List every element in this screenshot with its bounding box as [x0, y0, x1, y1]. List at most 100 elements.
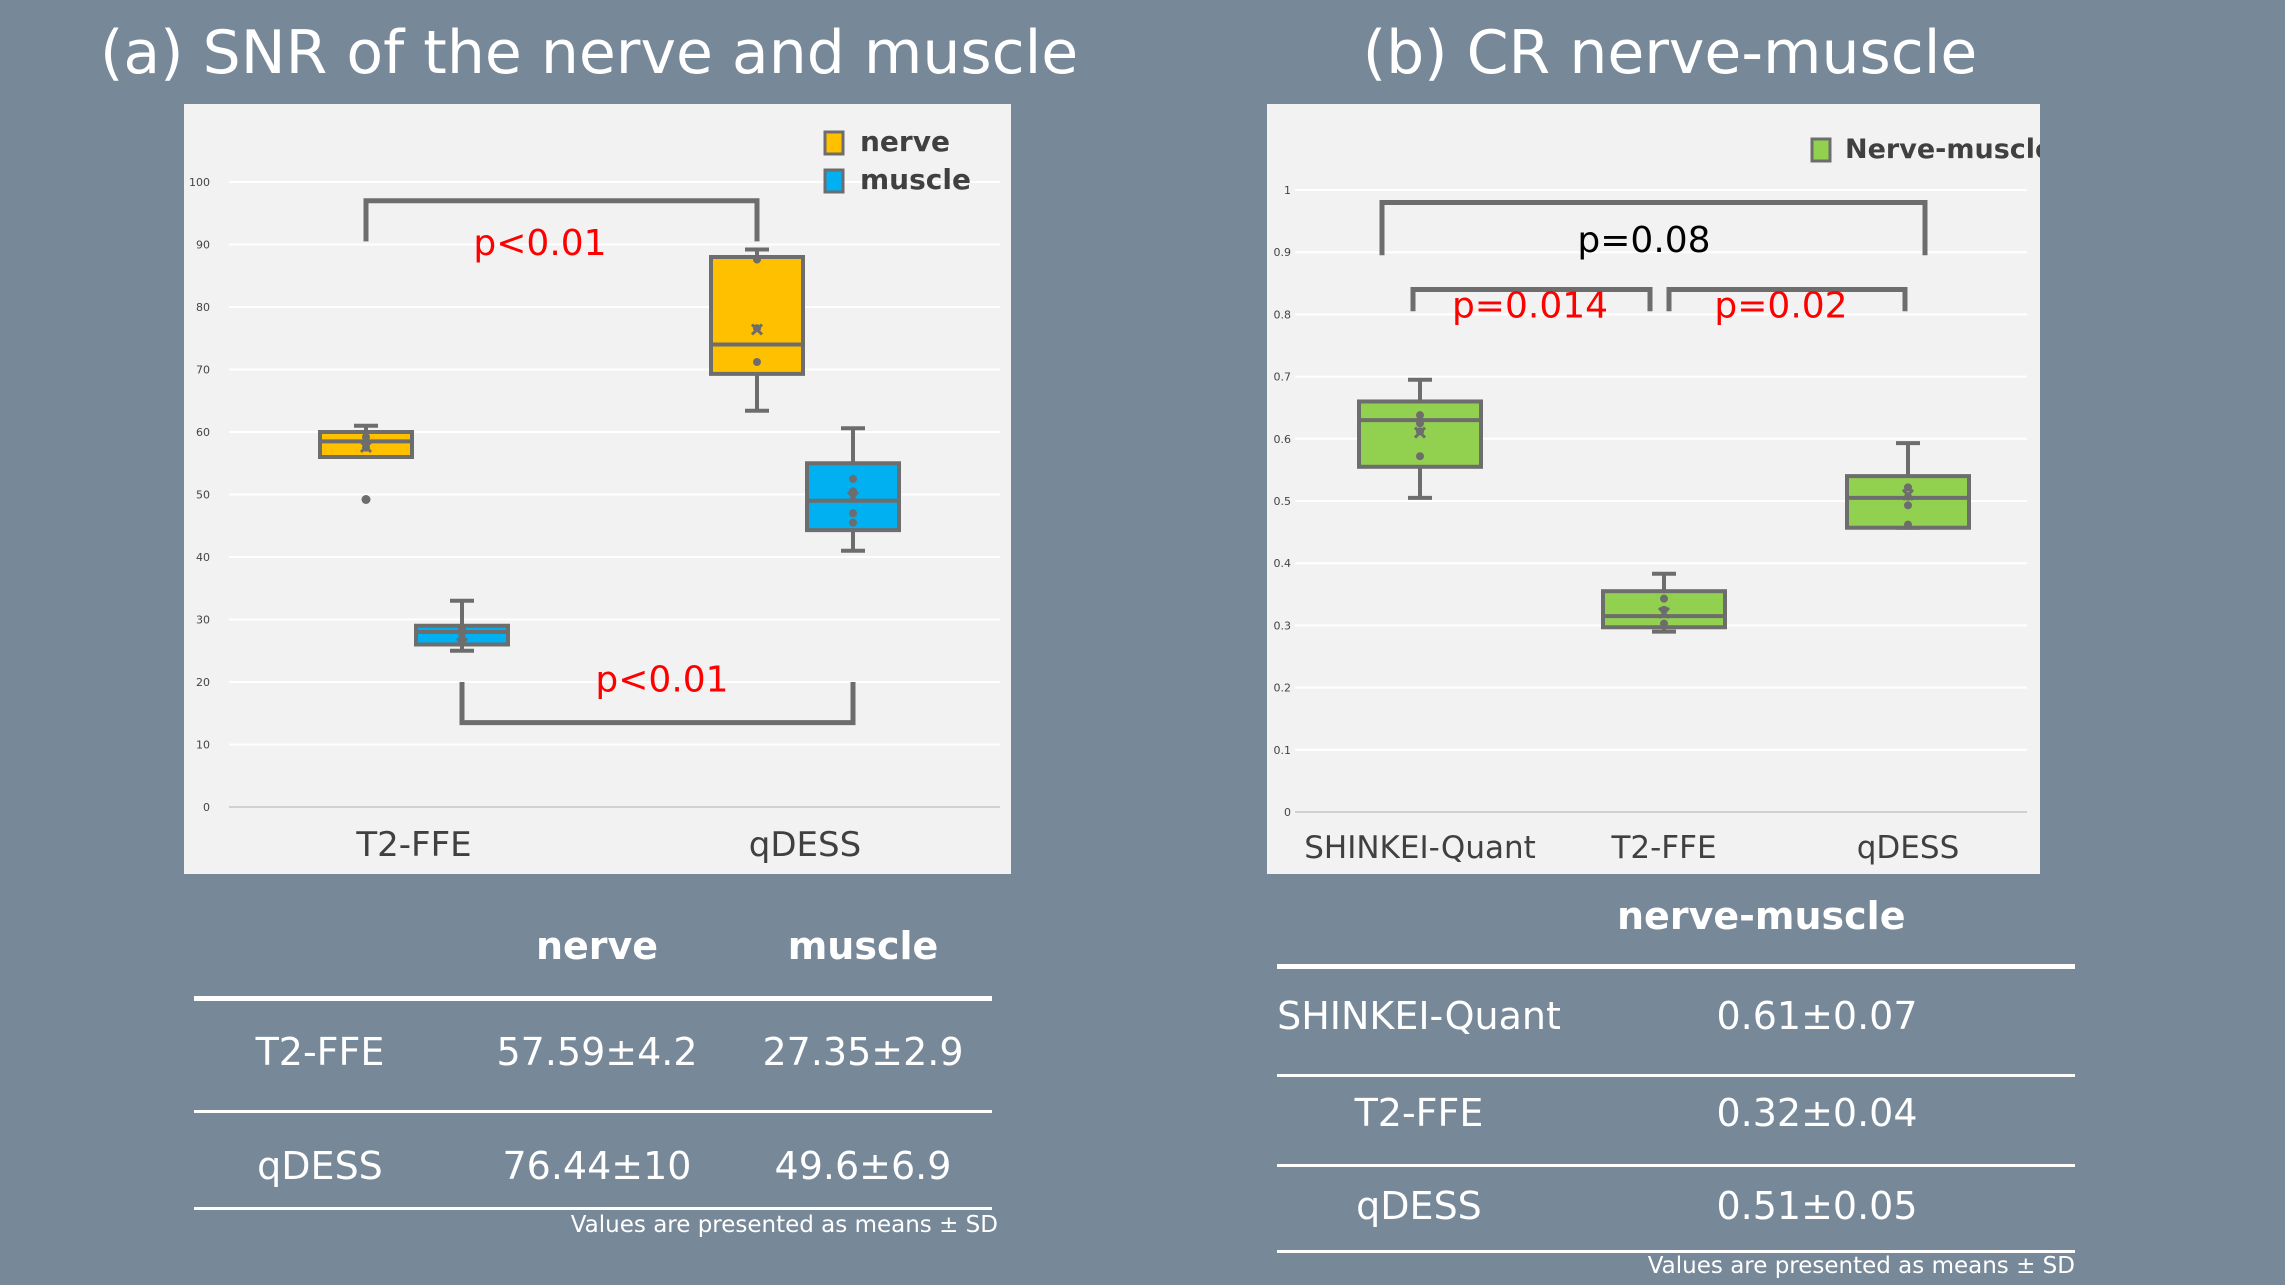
data-point: [1416, 419, 1424, 428]
mean-marker: [359, 440, 373, 454]
data-point: [753, 255, 761, 264]
pvalue-nerve: p<0.01: [473, 223, 606, 264]
x-tick-label: T2-FFE: [1610, 830, 1716, 866]
pvalue-shinkei-qdess: p=0.08: [1577, 220, 1710, 261]
y-tick-label: 1: [1284, 184, 1291, 197]
y-tick-label: 0.2: [1274, 682, 1292, 695]
table-a-bottom-rule: [194, 1207, 992, 1210]
pvalue-muscle: p<0.01: [595, 659, 728, 700]
y-tick-label: 0.3: [1274, 619, 1292, 632]
data-point: [458, 624, 466, 633]
y-tick-label: 0.8: [1274, 308, 1292, 321]
y-tick-label: 30: [196, 614, 210, 627]
data-point: [1416, 411, 1424, 420]
table-a-cell: 49.6±6.9: [774, 1144, 952, 1188]
chart-a-panel: 0 10 20 30 40 50 60 70 80 90 100 T2-FFE qDESS nerve mu…: [184, 104, 1011, 874]
table-a-header-muscle: muscle: [787, 924, 939, 968]
chart-a-title: (a) SNR of the nerve and muscle: [100, 18, 1079, 88]
x-tick-label: T2-FFE: [355, 825, 471, 865]
y-tick-label: 10: [196, 739, 210, 752]
data-point: [849, 518, 857, 527]
mean-marker: [1657, 606, 1671, 620]
pvalue-t2ffe-qdess: p=0.02: [1714, 286, 1847, 327]
bracket-nerve: [363, 198, 760, 242]
legend-label-nerve: nerve: [860, 125, 950, 158]
y-tick-label: 0: [1284, 806, 1291, 819]
y-tick-label: 80: [196, 301, 210, 314]
mean-marker: [750, 323, 764, 336]
y-tick-label: 0.4: [1274, 557, 1292, 570]
table-a-cell: T2-FFE: [255, 1030, 385, 1074]
x-tick-label: qDESS: [1857, 830, 1960, 866]
table-a-header-nerve: nerve: [535, 924, 659, 968]
legend-label-nerve-muscle: Nerve-muscle: [1845, 134, 2040, 165]
table-a-cell: 76.44±10: [502, 1144, 692, 1188]
table-a-note: Values are presented as means ± SD: [570, 1212, 998, 1238]
y-tick-label: 50: [196, 489, 210, 502]
table-b-row-rule-1: [1277, 1074, 2075, 1077]
y-tick-label: 70: [196, 364, 210, 377]
legend-label-muscle: muscle: [860, 163, 971, 196]
bracket-shinkei-qdess: [1379, 199, 1928, 256]
outlier-point: [361, 495, 371, 504]
mean-marker: [1901, 488, 1915, 501]
data-point: [753, 358, 761, 366]
bracket-t2ffe-qdess: [1666, 287, 1908, 312]
legend-swatch-nerve: [823, 130, 845, 156]
table-b-cell: SHINKEI-Quant: [1277, 994, 1561, 1038]
y-tick-label: 0.7: [1274, 371, 1292, 384]
data-point: [1904, 501, 1912, 510]
table-b-row-rule-2: [1277, 1164, 2075, 1167]
box-0-1: [709, 255, 805, 376]
table-b-header-rule: [1277, 964, 2075, 969]
chart-b-panel: 0 0.1 0.2 0.3 0.4 0.5 0.6 0.7 0.8 0.9 1 SHINKEI-Qua…: [1267, 104, 2040, 874]
y-tick-label: 0.1: [1274, 744, 1292, 757]
y-tick-label: 100: [189, 176, 210, 189]
data-point: [362, 433, 370, 441]
bracket-shinkei-t2ffe: [1410, 287, 1653, 312]
mean-marker: [846, 490, 860, 504]
mean-marker: [455, 629, 469, 642]
table-a-cell: qDESS: [257, 1144, 383, 1188]
data-point: [1660, 594, 1668, 603]
y-tick-label: 90: [196, 239, 210, 252]
table-b-cell: 0.61±0.07: [1716, 994, 1918, 1038]
table-b-cell: 0.32±0.04: [1716, 1091, 1918, 1135]
y-tick-label: 20: [196, 676, 210, 689]
bracket-muscle: [459, 682, 856, 726]
table-b: Values are presented as means ± SD nerve…: [1277, 880, 2075, 1280]
y-tick-label: 40: [196, 551, 210, 564]
chart-b-title: (b) CR nerve-muscle: [1362, 18, 1978, 88]
y-tick-label: 0: [203, 801, 210, 814]
data-point: [849, 474, 857, 483]
table-b-cell: T2-FFE: [1354, 1091, 1484, 1135]
data-point: [849, 509, 857, 518]
chart-a-svg: 0 10 20 30 40 50 60 70 80 90 100 T2-FFE qDESS nerve mu…: [189, 125, 1000, 865]
chart-b-svg: 0 0.1 0.2 0.3 0.4 0.5 0.6 0.7 0.8 0.9 1 SHINKEI-Qua…: [1274, 134, 2041, 866]
data-point: [1904, 520, 1912, 529]
table-a-row-rule: [194, 1110, 992, 1113]
table-a-header-rule: [194, 996, 992, 1001]
table-b-header-nerve-muscle: nerve-muscle: [1617, 894, 1906, 938]
y-tick-label: 0.6: [1274, 433, 1292, 446]
y-tick-label: 0.9: [1274, 246, 1292, 259]
table-b-bottom-rule: [1277, 1250, 2075, 1253]
legend-swatch-nerve-muscle: [1810, 137, 1832, 163]
data-point: [1660, 619, 1668, 628]
legend-swatch-muscle: [823, 168, 845, 194]
data-point: [1904, 483, 1912, 492]
table-b-note: Values are presented as means ± SD: [1647, 1253, 2075, 1279]
data-point: [1416, 452, 1424, 461]
y-tick-label: 60: [196, 426, 210, 439]
table-a: Values are presented as means ± SD nerve…: [190, 900, 998, 1238]
y-tick-label: 0.5: [1274, 495, 1292, 508]
pvalue-shinkei-t2ffe: p=0.014: [1452, 286, 1608, 327]
mean-marker: [1413, 426, 1427, 439]
data-point: [458, 638, 466, 646]
table-a-cell: 57.59±4.2: [496, 1030, 698, 1074]
table-a-cell: 27.35±2.9: [762, 1030, 964, 1074]
table-b-cell: 0.51±0.05: [1716, 1184, 1918, 1228]
x-tick-label: qDESS: [749, 825, 861, 865]
x-tick-label: SHINKEI-Quant: [1304, 830, 1536, 866]
table-b-cell: qDESS: [1356, 1184, 1482, 1228]
